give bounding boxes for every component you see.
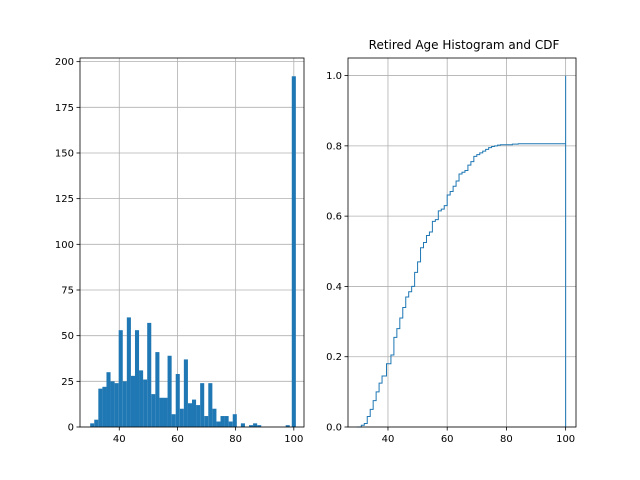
- cdf-panel: Retired Age Histogram and CDF 40 60 80 100 …: [326, 38, 577, 445]
- histogram-y-ticks: 0 25 50 75 100 125 150 175 200: [55, 57, 80, 434]
- histogram-bar: [187, 403, 192, 427]
- histogram-bar: [285, 425, 290, 427]
- histogram-bar: [240, 423, 245, 427]
- left-y-tick-label: 25: [61, 377, 74, 388]
- right-x-tick-label: 80: [500, 434, 513, 445]
- histogram-bar: [192, 399, 197, 427]
- cdf-axes-frame: [347, 57, 577, 428]
- histogram-bar: [224, 416, 229, 427]
- left-y-tick-label: 125: [55, 194, 74, 205]
- histogram-bar: [208, 383, 213, 427]
- histogram-bar: [143, 379, 148, 427]
- histogram-bar: [257, 425, 262, 427]
- histogram-bar: [155, 352, 160, 427]
- right-y-tick-label: 0.8: [326, 141, 342, 152]
- histogram-bar: [167, 355, 172, 427]
- histogram-bar: [98, 388, 103, 427]
- histogram-bars: [90, 76, 296, 427]
- histogram-bar: [94, 419, 99, 427]
- histogram-bar: [118, 330, 123, 427]
- right-y-tick-label: 0.0: [326, 423, 342, 434]
- histogram-bar: [183, 359, 188, 427]
- left-y-tick-label: 0: [68, 423, 74, 434]
- histogram-bar: [102, 386, 107, 427]
- histogram-bar: [175, 374, 180, 427]
- histogram-panel: 40 60 80 100 0 25 50 75 100 125 150 175 200: [55, 57, 305, 445]
- histogram-bar: [151, 394, 156, 427]
- right-x-tick-label: 100: [556, 434, 575, 445]
- cdf-y-ticks: 0.0 0.2 0.4 0.6 0.8 1.0: [326, 71, 348, 434]
- left-y-tick-label: 150: [55, 148, 74, 159]
- histogram-bar: [212, 408, 217, 427]
- histogram-bar: [220, 416, 225, 427]
- left-x-tick-label: 100: [284, 434, 303, 445]
- histogram-axes-frame: [79, 57, 305, 428]
- histogram-bar: [110, 381, 115, 427]
- histogram-bar: [122, 381, 127, 427]
- left-x-tick-label: 40: [113, 434, 126, 445]
- histogram-bar: [232, 414, 237, 427]
- right-y-tick-label: 0.6: [326, 212, 342, 223]
- histogram-bar: [139, 370, 144, 427]
- left-y-tick-label: 175: [55, 103, 74, 114]
- right-x-tick-label: 40: [382, 434, 395, 445]
- histogram-bar: [106, 372, 111, 427]
- histogram-x-ticks: 40 60 80 100: [113, 427, 303, 445]
- left-x-tick-label: 80: [229, 434, 242, 445]
- right-x-tick-label: 60: [441, 434, 454, 445]
- left-y-tick-label: 100: [55, 240, 74, 251]
- histogram-bar: [163, 397, 168, 427]
- cdf-chart-title: Retired Age Histogram and CDF: [369, 38, 560, 52]
- histogram-bar: [134, 330, 140, 427]
- histogram-bar: [204, 416, 209, 427]
- cdf-x-ticks: 40 60 80 100: [382, 427, 575, 445]
- right-y-tick-label: 1.0: [326, 71, 342, 82]
- left-y-tick-label: 200: [55, 57, 74, 68]
- histogram-bar: [179, 408, 184, 427]
- histogram-bar: [249, 425, 254, 427]
- left-y-tick-label: 75: [61, 285, 74, 296]
- left-y-tick-label: 50: [61, 331, 74, 342]
- right-y-tick-label: 0.2: [326, 352, 342, 363]
- histogram-bar: [90, 423, 95, 427]
- histogram-bar: [159, 397, 164, 427]
- histogram-bar: [196, 405, 201, 427]
- histogram-bar: [216, 421, 221, 427]
- histogram-bar: [130, 375, 135, 427]
- histogram-bar: [126, 317, 131, 427]
- left-x-tick-label: 60: [171, 434, 184, 445]
- histogram-bar: [291, 76, 296, 427]
- histogram-bar: [147, 322, 152, 427]
- right-y-tick-label: 0.4: [326, 282, 342, 293]
- histogram-bar: [253, 423, 258, 427]
- cdf-step-line: [356, 75, 567, 428]
- histogram-bar: [171, 414, 176, 427]
- histogram-bar: [114, 383, 119, 427]
- histogram-bar: [228, 421, 233, 427]
- histogram-bar: [200, 383, 205, 427]
